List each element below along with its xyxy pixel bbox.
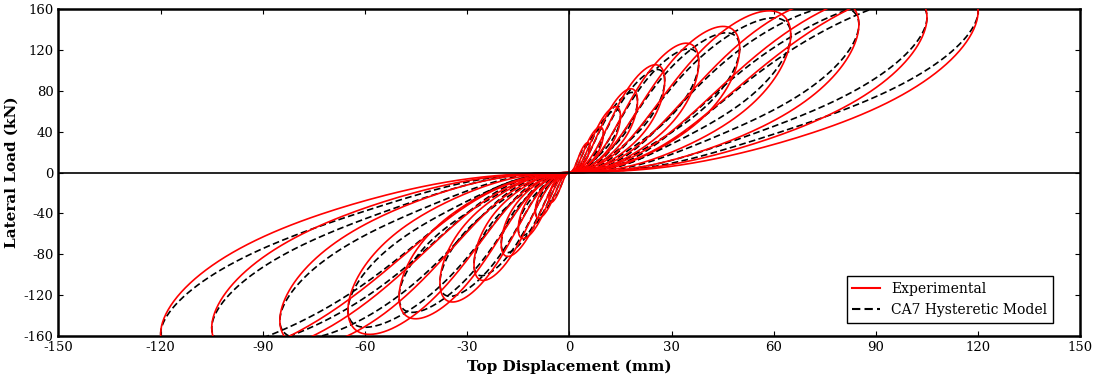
X-axis label: Top Displacement (mm): Top Displacement (mm) (467, 359, 671, 374)
Y-axis label: Lateral Load (kN): Lateral Load (kN) (4, 97, 19, 248)
Legend: Experimental, CA7 Hysteretic Model: Experimental, CA7 Hysteretic Model (847, 276, 1053, 322)
